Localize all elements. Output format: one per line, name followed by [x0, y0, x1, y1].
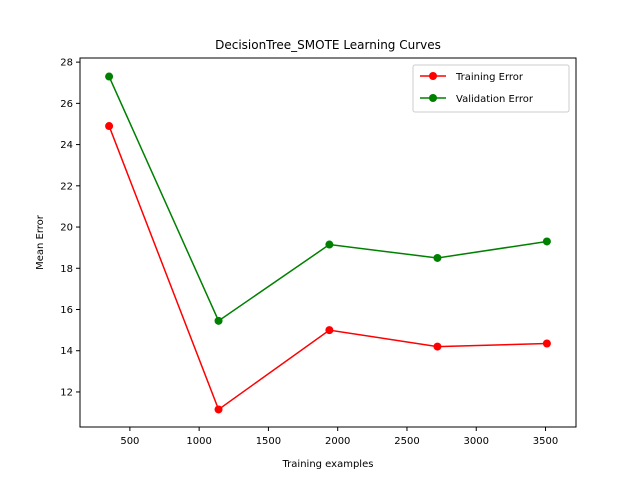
legend-training-error-label: Training Error: [455, 72, 524, 83]
validation-error-point: [105, 72, 114, 81]
legend-box: [412, 64, 570, 113]
x-tick-label: 2500: [394, 436, 419, 447]
validation-error-point: [433, 253, 442, 262]
x-tick-label: 3500: [533, 436, 558, 447]
chart-title: DecisionTree_SMOTE Learning Curves: [215, 38, 441, 52]
training-error-point: [105, 122, 114, 131]
validation-error-point: [214, 316, 223, 325]
x-tick-label: 1500: [256, 436, 281, 447]
y-tick-label: 26: [60, 99, 73, 110]
training-error-line: [108, 125, 547, 411]
legend-training-error-marker: [429, 72, 437, 80]
x-tick-label: 500: [120, 436, 139, 447]
training-error-point: [325, 326, 334, 335]
validation-error-point: [542, 237, 551, 246]
x-tick-label: 1000: [186, 436, 211, 447]
training-error-point: [214, 405, 223, 414]
y-tick-label: 14: [60, 346, 73, 357]
y-tick-label: 16: [60, 305, 73, 316]
validation-error-point: [325, 240, 334, 249]
legend-validation-error-label: Validation Error: [456, 94, 534, 105]
x-tick-label: 2000: [325, 436, 350, 447]
y-tick-label: 20: [60, 223, 73, 234]
x-axis-label: Training examples: [282, 459, 374, 470]
y-tick-label: 22: [60, 181, 73, 192]
training-error-point: [433, 342, 442, 351]
legend-validation-error-marker: [429, 94, 437, 102]
y-tick-label: 12: [60, 387, 73, 398]
y-tick-label: 28: [60, 58, 73, 69]
validation-error-line: [108, 76, 548, 322]
training-error-point: [542, 339, 551, 348]
y-axis-label: Mean Error: [35, 214, 46, 270]
y-tick-label: 24: [60, 140, 73, 151]
x-tick-label: 3000: [464, 436, 489, 447]
y-tick-label: 18: [60, 264, 73, 275]
plot-frame: [79, 57, 577, 428]
legend: Training Error Validation Error: [412, 64, 570, 113]
